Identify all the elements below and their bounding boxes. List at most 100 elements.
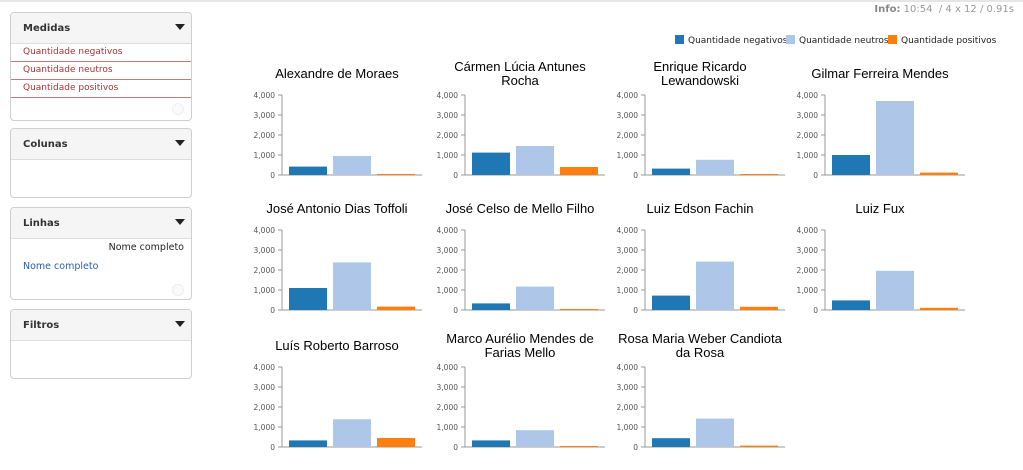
filters-panel-header[interactable]: Filtros — [11, 310, 191, 341]
drop-target-icon — [172, 103, 184, 115]
y-tick-label: 2,000 — [254, 266, 276, 275]
y-tick-label: 2,000 — [437, 131, 459, 140]
bar-negativos — [289, 288, 327, 310]
legend-item-positivos[interactable]: Quantidade positivos — [888, 35, 996, 46]
bar-neutros — [333, 262, 371, 310]
y-tick-label: 1,000 — [797, 286, 819, 295]
y-tick-label: 1,000 — [617, 286, 639, 295]
y-tick-label: 1,000 — [437, 151, 459, 160]
bar-negativos — [289, 166, 327, 175]
caret-down-icon[interactable] — [175, 219, 185, 225]
y-tick-label: 3,000 — [254, 111, 276, 120]
bar-negativos — [832, 300, 870, 310]
measures-panel: Medidas Quantidade negativos Quantidade … — [10, 12, 192, 121]
y-tick-label: 3,000 — [254, 246, 276, 255]
legend-swatch-negativos — [675, 35, 684, 44]
chart-title: Farias Mello — [485, 345, 556, 360]
bar-positivos — [560, 446, 598, 447]
y-tick-label: 2,000 — [797, 131, 819, 140]
chart-title: da Rosa — [676, 345, 725, 360]
y-tick-label: 4,000 — [797, 91, 819, 100]
bar-positivos — [740, 445, 778, 447]
bar-neutros — [696, 261, 734, 310]
legend-item-negativos[interactable]: Quantidade negativos — [675, 35, 787, 46]
y-tick-label: 1,000 — [617, 151, 639, 160]
legend-swatch-positivos — [888, 35, 897, 44]
caret-down-icon[interactable] — [175, 24, 185, 30]
y-tick-label: 1,000 — [437, 286, 459, 295]
y-tick-label: 2,000 — [617, 403, 639, 412]
measure-item-neutros[interactable]: Quantidade neutros — [11, 62, 191, 80]
bar-neutros — [696, 418, 734, 447]
y-tick-label: 0 — [813, 171, 818, 180]
y-tick-label: 4,000 — [437, 363, 459, 372]
drop-target-icon — [172, 284, 184, 296]
measure-item-positivos[interactable]: Quantidade positivos — [11, 80, 191, 98]
bar-neutros — [696, 159, 734, 175]
legend-label-negativos: Quantidade negativos — [688, 36, 788, 46]
chart-title: José Celso de Mello Filho — [446, 201, 595, 216]
bar-neutros — [516, 430, 554, 447]
y-tick-label: 2,000 — [437, 266, 459, 275]
y-tick-label: 0 — [270, 443, 275, 452]
chart-title: Cármen Lúcia Antunes — [454, 59, 586, 74]
y-tick-label: 0 — [453, 443, 458, 452]
legend-label-neutros: Quantidade neutros — [799, 36, 889, 46]
bar-neutros — [333, 156, 371, 175]
chart-title: Alexandre de Moraes — [275, 66, 399, 81]
y-tick-label: 4,000 — [437, 226, 459, 235]
bar-positivos — [740, 306, 778, 310]
y-tick-label: 4,000 — [254, 363, 276, 372]
caret-down-icon[interactable] — [175, 140, 185, 146]
y-tick-label: 1,000 — [254, 286, 276, 295]
measure-item-negativos[interactable]: Quantidade negativos — [11, 44, 191, 62]
y-tick-label: 3,000 — [437, 246, 459, 255]
bar-positivos — [920, 307, 958, 310]
caret-down-icon[interactable] — [175, 321, 185, 327]
bar-neutros — [516, 286, 554, 310]
y-tick-label: 4,000 — [617, 226, 639, 235]
y-tick-label: 2,000 — [254, 403, 276, 412]
y-tick-label: 3,000 — [797, 246, 819, 255]
y-tick-label: 3,000 — [617, 383, 639, 392]
bar-negativos — [652, 438, 690, 447]
chart-title: Luiz Fux — [855, 201, 905, 216]
bar-positivos — [377, 438, 415, 447]
rows-panel-header[interactable]: Linhas — [11, 208, 191, 239]
y-tick-label: 4,000 — [437, 91, 459, 100]
columns-panel-title: Colunas — [23, 139, 68, 150]
y-tick-label: 0 — [633, 443, 638, 452]
bar-negativos — [472, 152, 510, 175]
chart-title: Rosa Maria Weber Candiota — [618, 331, 783, 346]
bar-positivos — [740, 174, 778, 175]
y-tick-label: 1,000 — [797, 151, 819, 160]
y-tick-label: 2,000 — [617, 131, 639, 140]
chart-title: Luís Roberto Barroso — [275, 338, 399, 353]
rows-panel: Linhas Nome completo Nome completo — [10, 207, 192, 300]
top-divider — [0, 0, 1023, 2]
y-tick-label: 2,000 — [254, 131, 276, 140]
bar-negativos — [289, 440, 327, 447]
bar-negativos — [652, 168, 690, 175]
bar-positivos — [560, 167, 598, 175]
y-tick-label: 3,000 — [797, 111, 819, 120]
y-tick-label: 3,000 — [437, 383, 459, 392]
info-time: 10:54 — [903, 4, 933, 15]
row-field-link[interactable]: Nome completo — [23, 261, 99, 272]
columns-panel-header[interactable]: Colunas — [11, 129, 191, 160]
bar-negativos — [472, 440, 510, 447]
bar-negativos — [652, 295, 690, 310]
rows-panel-title: Linhas — [23, 218, 60, 229]
legend-item-neutros[interactable]: Quantidade neutros — [786, 35, 889, 46]
legend-swatch-neutros — [786, 35, 795, 44]
y-tick-label: 1,000 — [617, 423, 639, 432]
bar-positivos — [377, 306, 415, 310]
measures-panel-header[interactable]: Medidas — [11, 13, 191, 44]
y-tick-label: 2,000 — [797, 266, 819, 275]
y-tick-label: 3,000 — [254, 383, 276, 392]
y-tick-label: 1,000 — [254, 151, 276, 160]
y-tick-label: 0 — [270, 171, 275, 180]
chart-title: Enrique Ricardo — [653, 59, 746, 74]
y-tick-label: 2,000 — [617, 266, 639, 275]
